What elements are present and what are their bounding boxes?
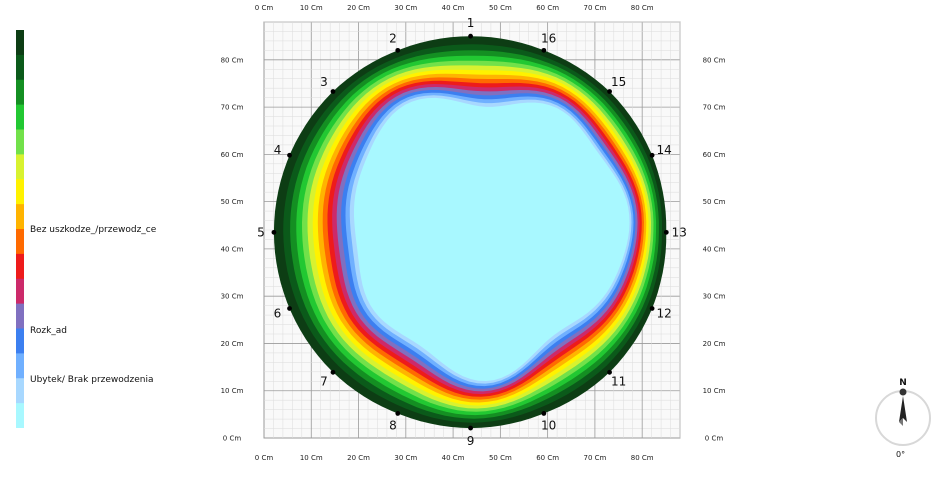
y-tick-label-right: 10 Cm	[703, 387, 726, 395]
x-tick-label-top: 70 Cm	[583, 4, 606, 12]
sensor-point	[541, 411, 547, 416]
legend-label-sound: Bez uszkodze_/przewodz_ce	[30, 225, 157, 235]
sensor-point	[649, 306, 655, 311]
y-tick-label-right: 0 Cm	[705, 435, 724, 443]
sensor-point	[395, 47, 401, 53]
sensor-label: 5	[257, 225, 265, 239]
x-tick-label-bottom: 80 Cm	[631, 454, 654, 462]
sensor-label: 2	[389, 31, 397, 45]
y-tick-label-right: 70 Cm	[703, 104, 726, 112]
y-tick-label-right: 20 Cm	[703, 340, 726, 348]
sensor-point	[663, 229, 669, 235]
x-tick-label-bottom: 10 Cm	[300, 454, 323, 462]
sensor-label: 1	[467, 16, 475, 30]
tomogram-field	[273, 36, 667, 429]
sensor-label: 11	[611, 375, 626, 389]
x-tick-label-bottom: 30 Cm	[394, 454, 417, 462]
y-tick-label-left: 30 Cm	[221, 293, 244, 301]
y-tick-label-right: 60 Cm	[703, 151, 726, 159]
sensor-point	[271, 229, 277, 235]
y-tick-label-right: 80 Cm	[703, 56, 726, 64]
sensor-label: 6	[274, 307, 282, 321]
x-tick-label-top: 10 Cm	[300, 4, 323, 12]
x-tick-label-top: 40 Cm	[442, 4, 465, 12]
sensor-label: 8	[389, 419, 397, 433]
y-tick-label-left: 60 Cm	[221, 151, 244, 159]
sensor-point	[287, 306, 292, 311]
y-tick-label-right: 50 Cm	[703, 198, 726, 206]
sensor-label: 3	[320, 75, 328, 89]
sensor-point	[649, 152, 655, 158]
sensor-label: 10	[541, 419, 556, 433]
y-tick-label-left: 70 Cm	[221, 104, 244, 112]
sensor-point	[330, 89, 336, 94]
x-axis-bottom: 0 Cm 10 Cm 20 Cm 30 Cm 40 Cm 50 Cm 60 Cm 70 Cm 8…	[255, 454, 654, 462]
sensor-label: 9	[467, 434, 475, 448]
x-axis-top: 0 Cm 10 Cm 20 Cm 30 Cm 40 Cm 50 Cm 60 Cm 70 Cm 8…	[255, 4, 654, 12]
x-tick-label-top: 0 Cm	[255, 4, 274, 12]
x-tick-label-bottom: 0 Cm	[255, 454, 274, 462]
sensor-label: 15	[611, 75, 626, 89]
legend-label-cavity: Ubytek/ Brak przewodzenia	[30, 375, 154, 385]
x-tick-label-top: 30 Cm	[394, 4, 417, 12]
x-tick-label-bottom: 40 Cm	[442, 454, 465, 462]
y-axis-left: 0 Cm 10 Cm 20 Cm 30 Cm 40 Cm 50 Cm 60 Cm 70 Cm 8…	[221, 56, 244, 442]
compass-bearing: 0°	[896, 450, 906, 459]
sensor-label: 13	[672, 225, 687, 239]
x-tick-label-bottom: 60 Cm	[536, 454, 559, 462]
sensor-label: 12	[656, 307, 671, 321]
sensor-label: 7	[320, 375, 328, 389]
sensor-point	[607, 369, 612, 375]
x-tick-label-top: 60 Cm	[536, 4, 559, 12]
y-tick-label-right: 40 Cm	[703, 245, 726, 253]
y-tick-label-left: 0 Cm	[223, 435, 242, 443]
x-tick-label-bottom: 50 Cm	[489, 454, 512, 462]
sensor-point	[607, 89, 612, 94]
sensor-label: 4	[274, 143, 282, 157]
x-tick-label-bottom: 70 Cm	[583, 454, 606, 462]
sensor-point	[395, 411, 401, 416]
y-tick-label-left: 20 Cm	[221, 340, 244, 348]
sensor-point	[541, 47, 547, 53]
sensor-point	[468, 425, 473, 431]
x-tick-label-top: 80 Cm	[631, 4, 654, 12]
tomogram-band	[354, 97, 630, 382]
y-tick-label-right: 30 Cm	[703, 293, 726, 301]
sensor-point	[330, 369, 336, 375]
sensor-label: 14	[656, 143, 671, 157]
legend-color-bar	[16, 30, 24, 428]
x-tick-label-bottom: 20 Cm	[347, 454, 370, 462]
compass-north-label: N	[899, 378, 907, 388]
y-tick-label-left: 80 Cm	[221, 56, 244, 64]
y-tick-label-left: 40 Cm	[221, 245, 244, 253]
x-tick-label-top: 20 Cm	[347, 4, 370, 12]
x-tick-label-top: 50 Cm	[489, 4, 512, 12]
sensor-point	[468, 33, 473, 39]
y-tick-label-left: 50 Cm	[221, 198, 244, 206]
compass-icon: N	[875, 378, 931, 446]
legend-label-decay: Rozk_ad	[30, 326, 68, 336]
sensor-label: 16	[541, 31, 556, 45]
y-tick-label-left: 10 Cm	[221, 387, 244, 395]
y-axis-right: 0 Cm 10 Cm 20 Cm 30 Cm 40 Cm 50 Cm 60 Cm 70 Cm 8…	[703, 56, 726, 442]
sensor-point	[287, 152, 292, 158]
